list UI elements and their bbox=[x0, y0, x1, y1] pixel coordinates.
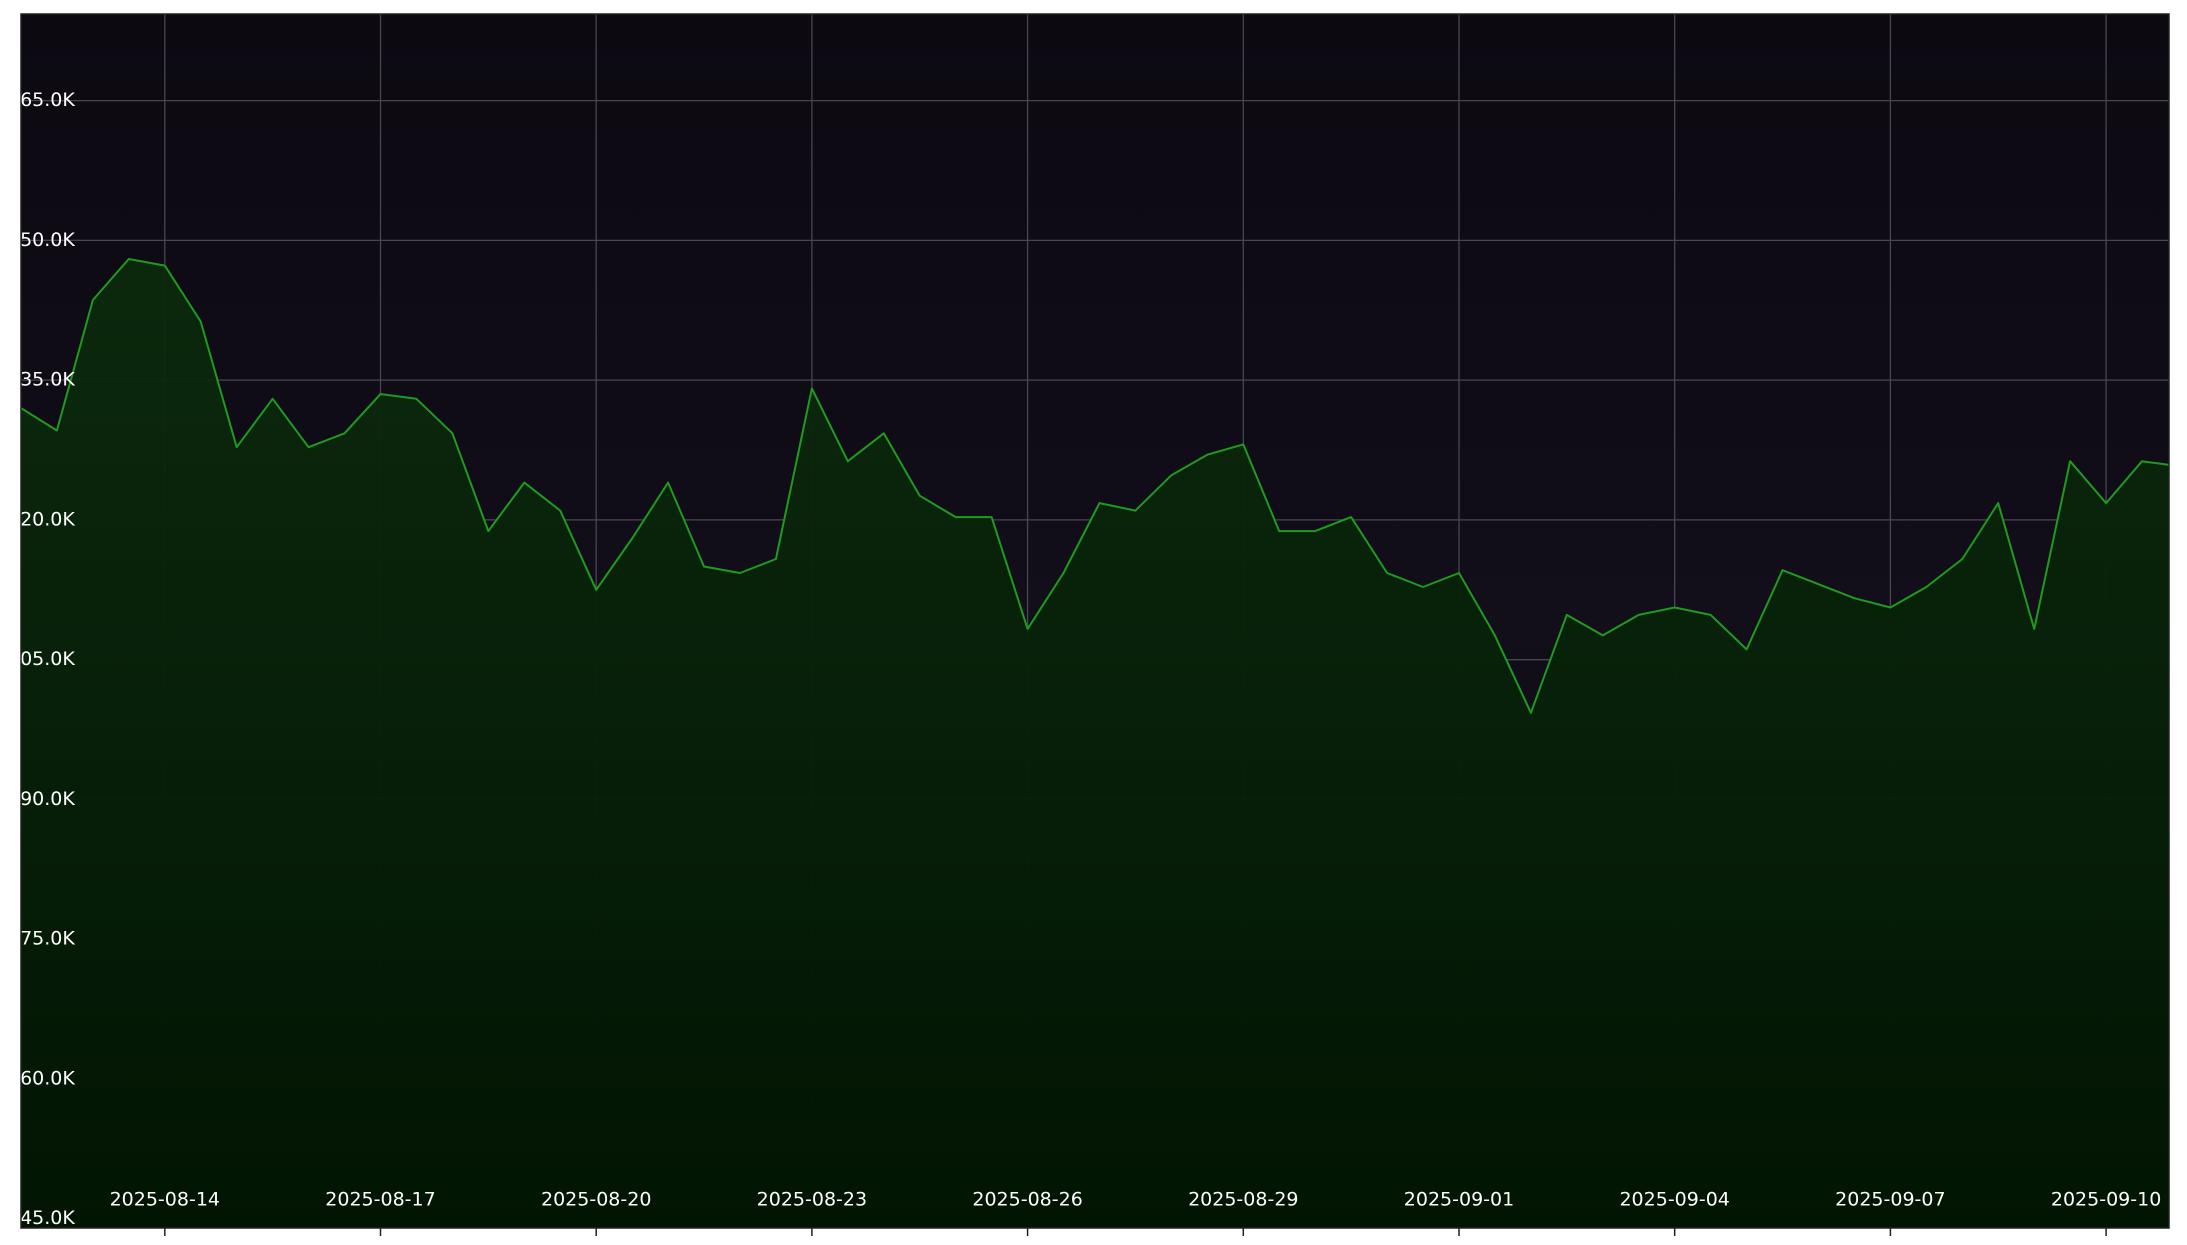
y-tick-label: 360.0K bbox=[8, 1067, 75, 1089]
area-fill bbox=[21, 259, 2169, 1228]
plot-area bbox=[21, 14, 2169, 1228]
x-tick-label: 2025-09-01 bbox=[1404, 1189, 1514, 1211]
y-tick-label: 435.0K bbox=[8, 369, 75, 391]
x-tick-label: 2025-09-04 bbox=[1619, 1189, 1729, 1211]
x-tick-label: 2025-08-26 bbox=[972, 1189, 1082, 1211]
y-tick-label: 450.0K bbox=[8, 229, 75, 251]
x-tick-label: 2025-08-23 bbox=[757, 1189, 867, 1211]
y-tick-label: 390.0K bbox=[8, 788, 75, 810]
x-tick-label: 2025-08-29 bbox=[1188, 1189, 1298, 1211]
x-tick-label: 2025-08-17 bbox=[325, 1189, 435, 1211]
x-tick-label: 2025-09-10 bbox=[2051, 1189, 2161, 1211]
y-tick-label: 345.0K bbox=[8, 1207, 75, 1229]
x-tick-label: 2025-08-14 bbox=[110, 1189, 220, 1211]
y-tick-label: 375.0K bbox=[8, 928, 75, 950]
line bbox=[21, 258, 2169, 714]
y-tick-label: 405.0K bbox=[8, 648, 75, 670]
y-tick-label: 420.0K bbox=[8, 508, 75, 530]
x-tick-label: 2025-08-20 bbox=[541, 1189, 651, 1211]
y-tick-label: 465.0K bbox=[8, 89, 75, 111]
x-tick-label: 2025-09-07 bbox=[1835, 1189, 1945, 1211]
axes: 345.0K 360.0K 375.0K 390.0K 405.0K 420.0K 435.… bbox=[8, 13, 2170, 1236]
plot-frame bbox=[20, 13, 2170, 1229]
